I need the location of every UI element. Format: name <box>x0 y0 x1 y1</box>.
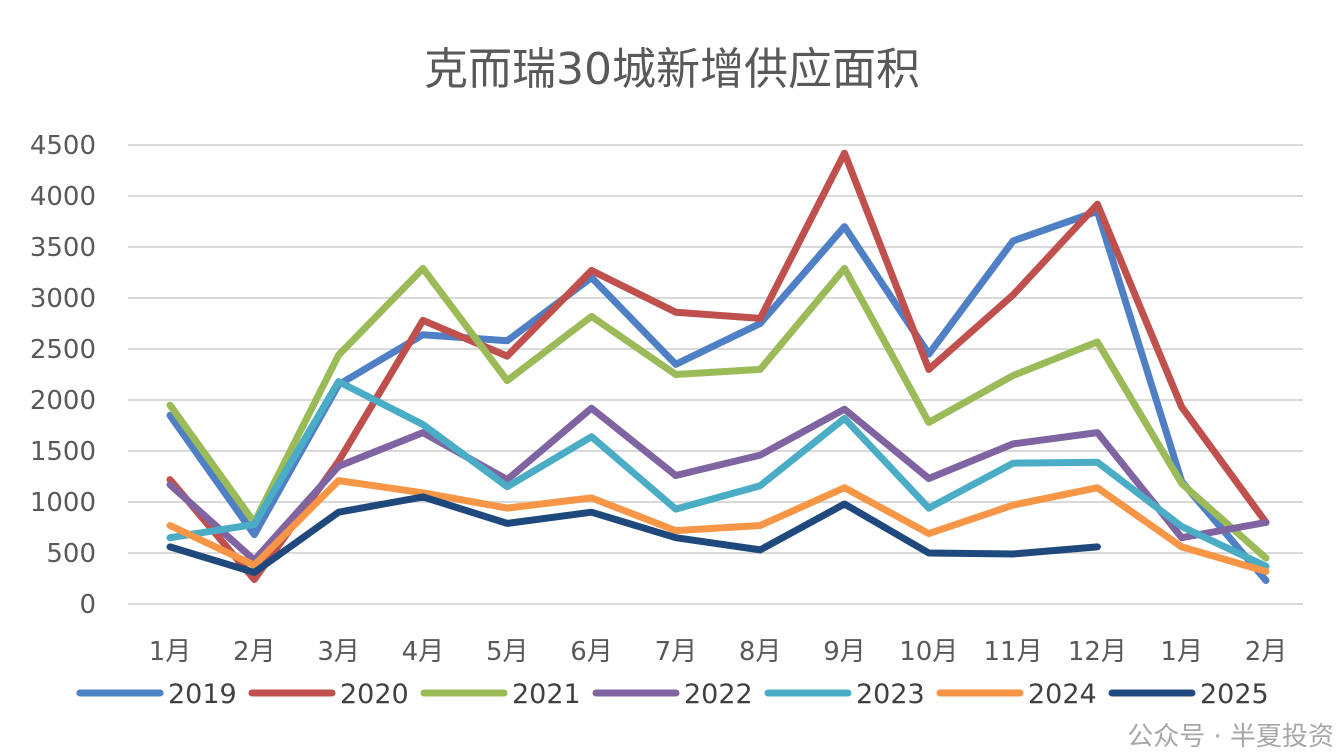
y-axis-ticks: 0 500 1000 1500 2000 2500 3000 3500 4000 4500 <box>30 131 96 620</box>
series-line-2020 <box>166 149 1270 583</box>
x-tick-label: 10月 <box>899 637 958 667</box>
legend-label-2024: 2024 <box>1028 679 1097 710</box>
x-tick-label: 11月 <box>984 637 1043 667</box>
legend: 2019 2020 2021 2022 2023 2024 2025 <box>76 679 1269 710</box>
chart-title: 克而瑞30城新增供应面积 <box>424 44 920 95</box>
y-tick-label: 3500 <box>30 233 96 263</box>
y-tick-label: 2000 <box>30 386 96 416</box>
gridlines <box>128 144 1303 605</box>
series-line-2022 <box>166 404 1270 564</box>
x-axis-ticks: 1月 2月 3月 4月 5月 6月 7月 8月 9月 10月 11月 12月 1月 2月 <box>149 637 1288 667</box>
x-tick-label: 4月 <box>402 637 445 667</box>
series-line-2021 <box>166 264 1270 562</box>
x-tick-label: 3月 <box>317 637 360 667</box>
y-tick-label: 3000 <box>30 284 96 314</box>
watermark: 公众号 · 半夏投资 <box>1127 722 1334 752</box>
y-tick-label: 4500 <box>30 131 96 161</box>
series-line-2025 <box>166 493 1101 576</box>
y-tick-label: 500 <box>46 539 96 569</box>
y-tick-label: 1500 <box>30 437 96 467</box>
x-tick-label: 12月 <box>1068 637 1127 667</box>
legend-label-2025: 2025 <box>1200 679 1269 710</box>
x-tick-label: 1月 <box>1160 637 1203 667</box>
x-tick-label: 1月 <box>149 637 192 667</box>
legend-label-2020: 2020 <box>340 679 409 710</box>
legend-label-2022: 2022 <box>684 679 753 710</box>
series-line-2024 <box>166 477 1270 575</box>
x-tick-label: 6月 <box>570 637 613 667</box>
legend-label-2023: 2023 <box>856 679 925 710</box>
legend-label-2019: 2019 <box>168 679 237 710</box>
x-tick-label: 5月 <box>486 637 529 667</box>
legend-label-2021: 2021 <box>512 679 581 710</box>
y-tick-label: 0 <box>79 590 96 620</box>
x-tick-label: 7月 <box>655 637 698 667</box>
x-tick-label: 2月 <box>1245 637 1288 667</box>
x-tick-label: 2月 <box>233 637 276 667</box>
x-tick-label: 8月 <box>739 637 782 667</box>
y-tick-label: 2500 <box>30 335 96 365</box>
y-tick-label: 1000 <box>30 488 96 518</box>
series-lines <box>166 149 1270 584</box>
x-tick-label: 9月 <box>823 637 866 667</box>
y-tick-label: 4000 <box>30 182 96 212</box>
series-line-2023 <box>166 378 1270 570</box>
